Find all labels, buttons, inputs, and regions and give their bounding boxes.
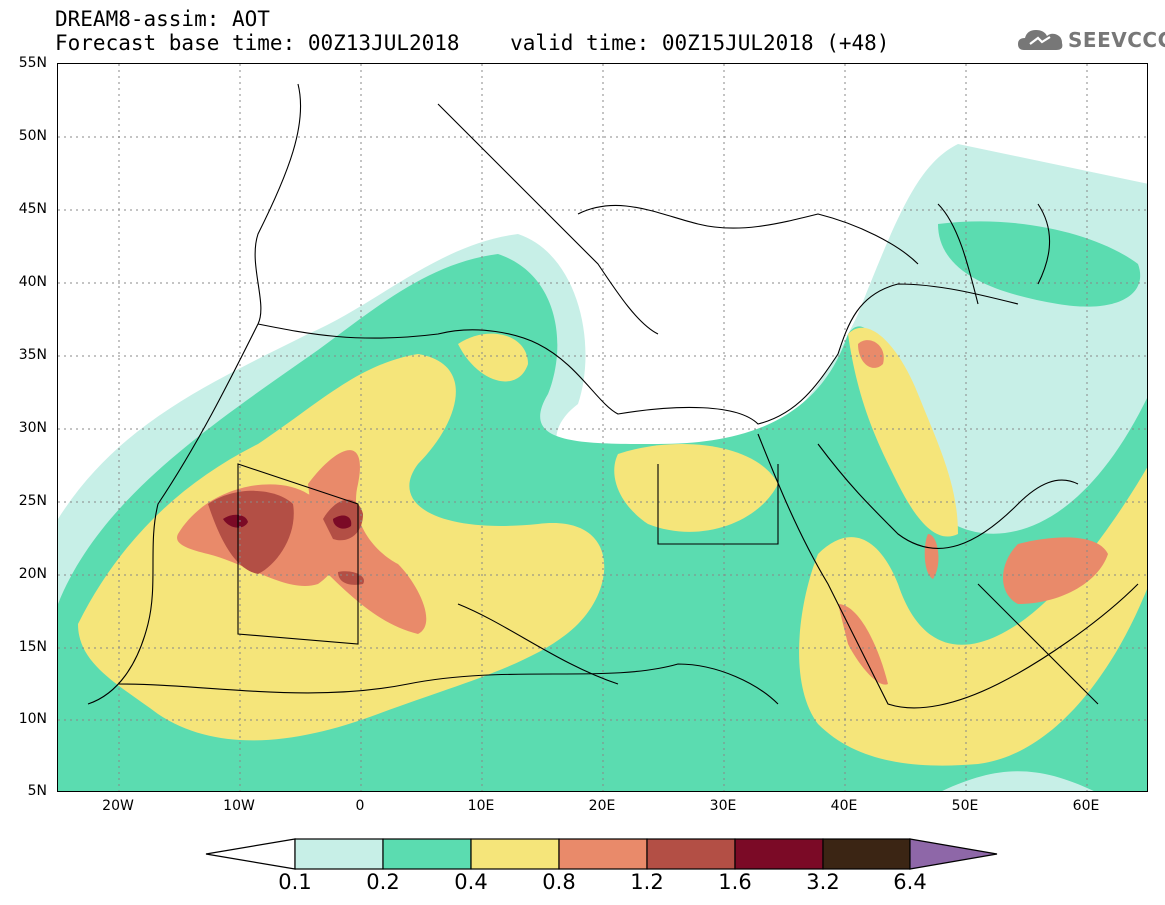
colorbar-label-6.4: 6.4 — [893, 870, 927, 894]
colorbar-segment-2 — [382, 838, 472, 870]
lon-label-20e: 20E — [588, 798, 616, 814]
aot-map-canvas — [58, 64, 1147, 791]
logo-text: SEEVCCC — [1068, 28, 1165, 52]
colorbar-segment-5 — [646, 838, 736, 870]
lat-label-30n: 30N — [18, 420, 47, 436]
colorbar-label-3.2: 3.2 — [806, 870, 840, 894]
lat-label-10n: 10N — [18, 711, 47, 727]
lon-label-60e: 60E — [1072, 798, 1100, 814]
colorbar-label-0.4: 0.4 — [454, 870, 488, 894]
lat-label-20n: 20N — [18, 566, 47, 582]
forecast-times: Forecast base time: 00Z13JUL2018 valid t… — [55, 31, 890, 55]
lon-label-50e: 50E — [951, 798, 979, 814]
lon-label-30e: 30E — [709, 798, 737, 814]
colorbar — [205, 838, 998, 870]
lat-label-15n: 15N — [18, 639, 47, 655]
lat-label-40n: 40N — [18, 274, 47, 290]
lon-label-10e: 10E — [467, 798, 495, 814]
colorbar-label-0.1: 0.1 — [278, 870, 312, 894]
coastlines — [87, 83, 1139, 709]
lon-label-10w: 10W — [223, 798, 255, 814]
colorbar-label-1.2: 1.2 — [630, 870, 664, 894]
colorbar-segment-8 — [909, 838, 998, 870]
aot-level-0.8 — [177, 340, 1108, 685]
aot-map — [57, 63, 1148, 792]
cloud-icon — [1018, 30, 1063, 50]
lat-label-35n: 35N — [18, 347, 47, 363]
colorbar-label-0.2: 0.2 — [366, 870, 400, 894]
colorbar-label-1.6: 1.6 — [718, 870, 752, 894]
lat-label-45n: 45N — [18, 201, 47, 217]
lon-label-20w: 20W — [102, 798, 134, 814]
seevccc-logo: SEEVCCC — [1016, 24, 1165, 56]
colorbar-segment-3 — [470, 838, 560, 870]
colorbar-segment-4 — [558, 838, 648, 870]
colorbar-segment-0 — [205, 838, 296, 870]
colorbar-segment-7 — [822, 838, 911, 870]
lat-label-50n: 50N — [18, 128, 47, 144]
lat-label-25n: 25N — [18, 493, 47, 509]
lon-label-0: 0 — [355, 798, 365, 814]
lon-label-40e: 40E — [830, 798, 858, 814]
colorbar-segment-1 — [294, 838, 384, 870]
lat-label-55n: 55N — [18, 55, 47, 71]
aot-level-1.6 — [223, 514, 352, 529]
colorbar-label-0.8: 0.8 — [542, 870, 576, 894]
map-title: DREAM8-assim: AOT — [55, 7, 270, 31]
colorbar-segment-6 — [734, 838, 824, 870]
lat-label-5n: 5N — [27, 783, 47, 799]
